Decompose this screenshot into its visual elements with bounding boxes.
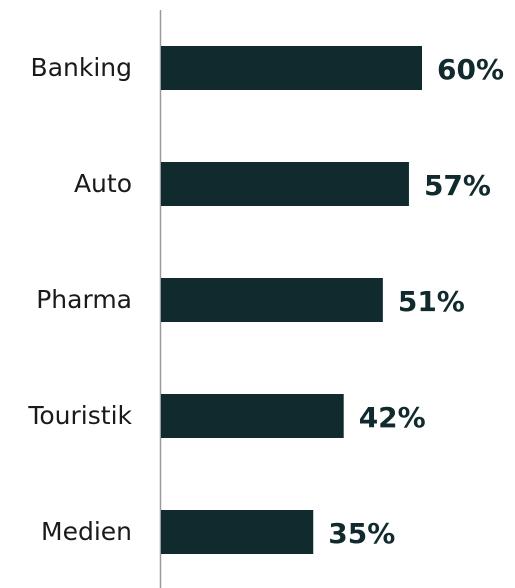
- bar: [161, 510, 314, 554]
- value-label: 57%: [424, 169, 491, 202]
- value-label: 51%: [398, 285, 465, 318]
- value-label: 60%: [437, 53, 504, 86]
- value-label: 35%: [328, 517, 395, 550]
- category-label: Touristik: [27, 401, 132, 430]
- value-label: 42%: [359, 401, 426, 434]
- bar: [161, 394, 344, 438]
- bar: [161, 46, 422, 90]
- category-label: Medien: [41, 517, 132, 546]
- category-label: Pharma: [36, 285, 132, 314]
- bar: [161, 278, 383, 322]
- category-label: Banking: [31, 53, 132, 82]
- bar: [161, 162, 409, 206]
- category-label: Auto: [74, 169, 132, 198]
